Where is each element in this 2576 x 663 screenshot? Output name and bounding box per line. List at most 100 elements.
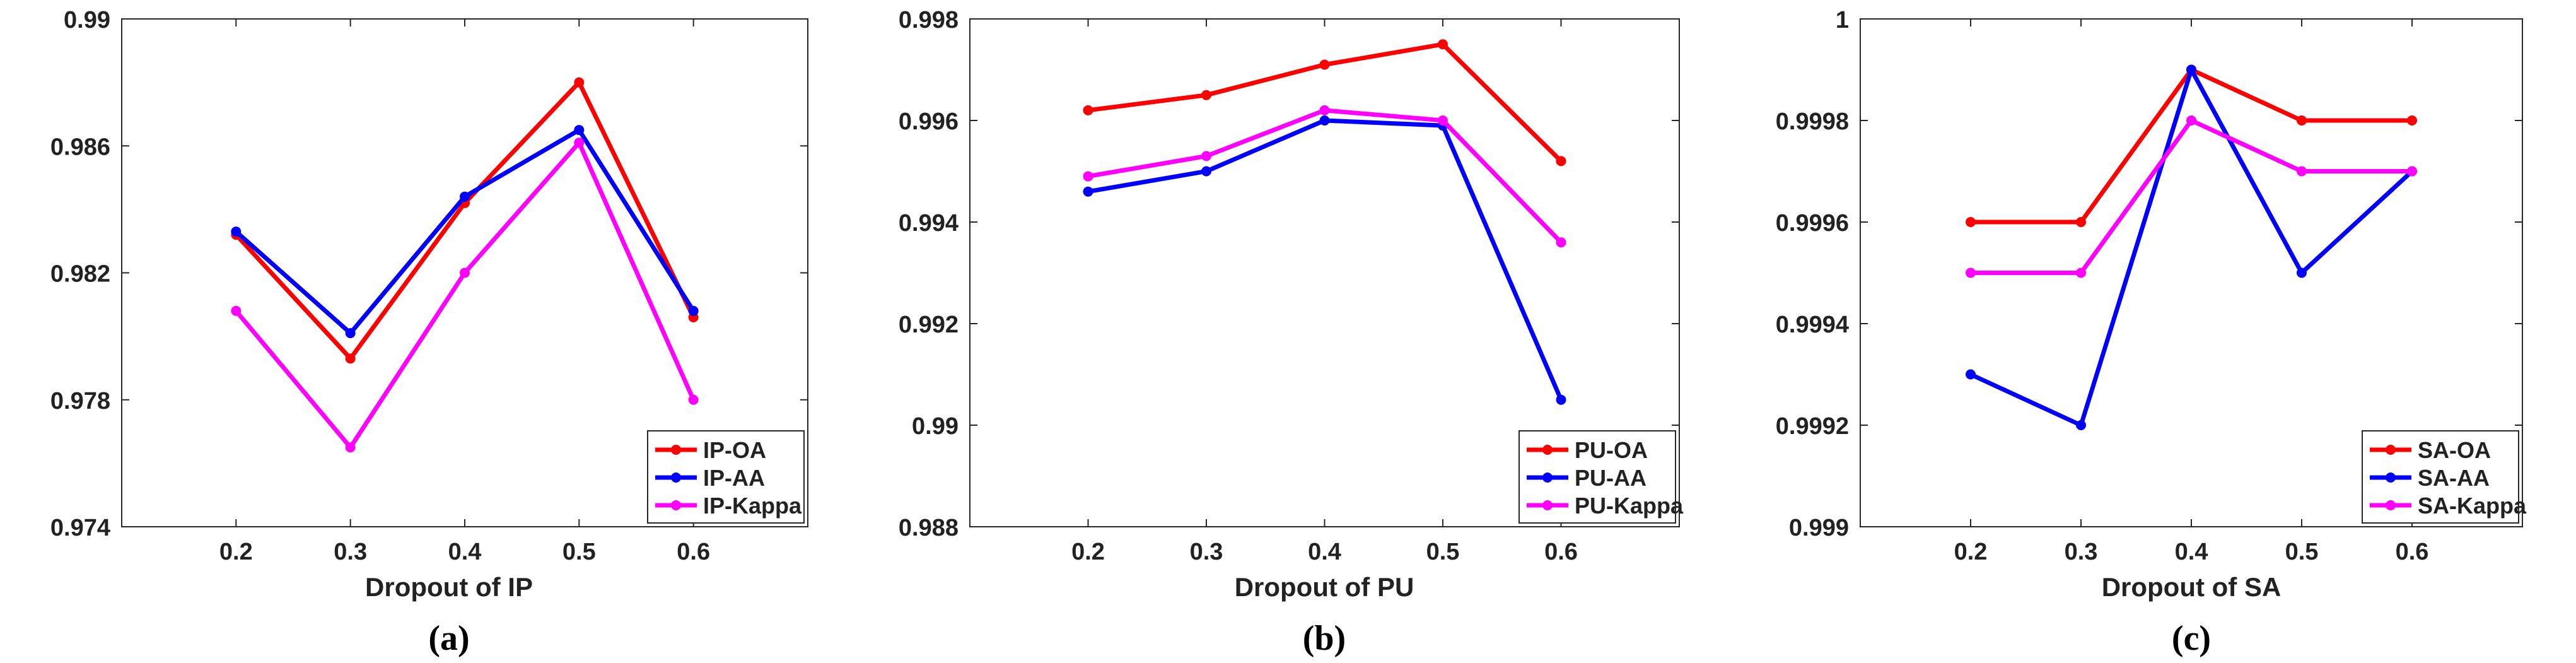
x-tick-label: 0.5 (1426, 539, 1460, 565)
series-line-IP-OA (234, 80, 696, 361)
y-tick-label: 0.982 (50, 261, 110, 288)
y-tick-label: 0.9994 (1776, 312, 1849, 338)
y-tick-label: 0.978 (50, 388, 110, 414)
series-line-SA-Kappa (1971, 118, 2412, 275)
y-tick-label: 0.998 (899, 7, 959, 33)
data-point-IP-AA (231, 226, 242, 237)
data-point-SA-Kappa (2186, 115, 2196, 126)
x-tick-label: 0.3 (1190, 539, 1223, 565)
legend-entry: PU-AA (1575, 465, 1646, 491)
data-point-PU-Kappa (1438, 115, 1448, 126)
y-tick-label: 1 (1836, 7, 1849, 33)
legend-entry: IP-AA (703, 465, 765, 491)
x-tick-label: 0.3 (334, 539, 367, 565)
x-tick-label: 0.6 (677, 539, 710, 565)
data-point-SA-Kappa (1966, 267, 1976, 278)
x-tick-label: 0.4 (1308, 539, 1341, 565)
y-tick-label: 0.996 (899, 109, 959, 135)
x-tick-label: 0.6 (1544, 539, 1578, 565)
x-tick-label: 0.4 (448, 539, 482, 565)
x-tick-label: 0.4 (2175, 539, 2208, 565)
data-point-PU-OA (1083, 105, 1093, 115)
x-tick-label: 0.2 (1071, 539, 1105, 565)
legend-swatch-marker (671, 472, 681, 483)
series-line-SA-OA (1971, 67, 2412, 225)
legend-entry: SA-OA (2418, 437, 2491, 463)
data-point-PU-OA (1319, 59, 1330, 70)
legend-swatch-marker (2386, 500, 2396, 510)
data-point-SA-OA (2407, 115, 2417, 126)
chart-panel-1: 0.974 0.978 0.982 0.986 0.99 0.2 0.3 0.4 0.5 0.6 D… (50, 7, 808, 658)
data-point-SA-Kappa (2407, 166, 2417, 177)
legend-swatch-marker (671, 445, 681, 455)
data-point-PU-AA (1556, 394, 1566, 405)
data-point-SA-AA (1966, 369, 1976, 380)
data-point-IP-AA (460, 191, 470, 202)
legend-swatch-marker (1542, 445, 1553, 455)
y-tick-label: 0.9998 (1776, 109, 1849, 135)
legend-entry: SA-Kappa (2418, 493, 2527, 519)
data-point-PU-AA (1083, 186, 1093, 197)
data-point-SA-Kappa (2076, 267, 2086, 278)
data-point-SA-AA (2297, 267, 2307, 278)
y-tick-label: 0.9996 (1776, 210, 1849, 237)
legend-swatch-marker (1542, 472, 1553, 483)
series-line-PU-Kappa (1087, 108, 1563, 244)
legend-swatch-marker (2386, 445, 2396, 455)
data-point-PU-AA (1201, 166, 1211, 177)
x-tick-label: 0.5 (2285, 539, 2319, 565)
data-point-PU-Kappa (1083, 171, 1093, 182)
data-point-SA-AA (2076, 420, 2086, 430)
data-point-IP-AA (345, 328, 356, 339)
data-point-SA-OA (1966, 217, 1976, 227)
y-tick-label: 0.99 (64, 7, 110, 33)
data-point-SA-OA (2076, 217, 2086, 227)
y-tick-label: 0.986 (50, 134, 110, 160)
y-tick-label: 0.974 (50, 515, 110, 541)
data-point-IP-Kappa (345, 442, 356, 453)
legend-swatch-marker (2386, 472, 2396, 483)
legend-entry: PU-OA (1575, 437, 1648, 463)
x-axis-label: Dropout of SA (2102, 572, 2282, 602)
data-point-SA-Kappa (2297, 166, 2307, 177)
data-point-IP-OA (345, 353, 356, 364)
legend-swatch-marker (671, 500, 681, 510)
data-point-PU-Kappa (1556, 237, 1566, 248)
data-point-IP-Kappa (460, 267, 470, 278)
data-point-PU-Kappa (1201, 151, 1211, 161)
data-point-PU-AA (1319, 115, 1330, 126)
data-point-IP-Kappa (231, 305, 242, 316)
panel-label: (a) (428, 619, 469, 658)
series-line-IP-AA (234, 127, 696, 336)
data-point-IP-Kappa (688, 394, 699, 405)
legend-swatch-marker (1542, 500, 1553, 510)
data-point-IP-OA (574, 77, 585, 88)
chart-panel-2: 0.988 0.99 0.992 0.994 0.996 0.998 0.2 0.3 0.4 0.… (899, 7, 1684, 658)
x-tick-label: 0.2 (1954, 539, 1988, 565)
x-tick-label: 0.2 (219, 539, 253, 565)
y-tick-label: 0.9992 (1776, 413, 1849, 440)
legend-entry: PU-Kappa (1575, 493, 1684, 519)
panel-label: (c) (2172, 619, 2211, 658)
x-tick-label: 0.5 (562, 539, 596, 565)
y-tick-label: 0.99 (912, 413, 959, 440)
y-tick-label: 0.999 (1789, 515, 1849, 541)
data-point-PU-OA (1438, 39, 1448, 50)
x-axis-label: Dropout of PU (1235, 572, 1414, 602)
data-point-PU-OA (1201, 90, 1211, 100)
data-point-IP-AA (688, 305, 699, 316)
data-point-SA-OA (2297, 115, 2307, 126)
y-tick-label: 0.988 (899, 515, 959, 541)
y-tick-label: 0.992 (899, 312, 959, 338)
panel-label: (b) (1303, 619, 1346, 658)
data-point-IP-AA (574, 125, 585, 136)
chart-panel-3: 0.999 0.9992 0.9994 0.9996 0.9998 1 0.2 0.3 0.4 0… (1776, 7, 2527, 658)
data-point-PU-Kappa (1319, 105, 1330, 115)
data-point-PU-OA (1556, 156, 1566, 167)
x-tick-label: 0.6 (2396, 539, 2429, 565)
data-point-SA-AA (2186, 64, 2196, 75)
